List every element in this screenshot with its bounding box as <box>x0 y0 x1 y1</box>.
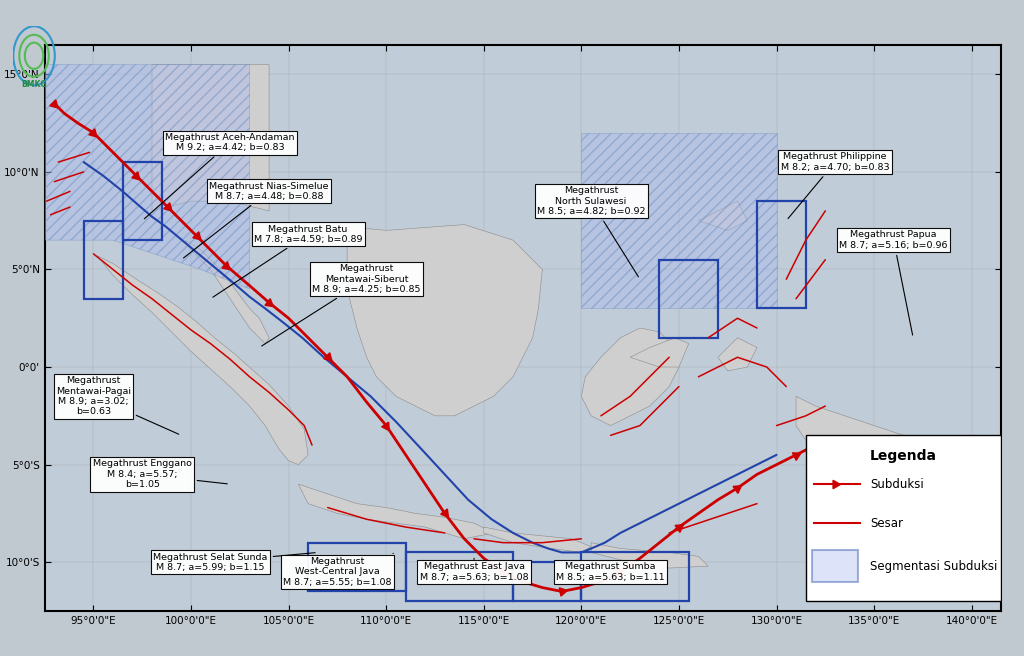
Text: Segmentasi Subduksi: Segmentasi Subduksi <box>870 560 997 573</box>
Text: Megathrust Selat Sunda
M 8.7; a=5.99; b=1.15: Megathrust Selat Sunda M 8.7; a=5.99; b=… <box>154 552 315 572</box>
Polygon shape <box>347 224 543 416</box>
Text: Megathrust
Mentawai-Pagai
M 8.9; a=3.02;
b=0.63: Megathrust Mentawai-Pagai M 8.9; a=3.02;… <box>56 376 179 434</box>
Polygon shape <box>582 133 776 308</box>
FancyBboxPatch shape <box>806 436 1001 602</box>
Polygon shape <box>582 328 679 426</box>
Text: Legenda: Legenda <box>869 449 937 463</box>
Bar <box>812 550 858 582</box>
Text: Megathrust Papua
M 8.7; a=5.16; b=0.96: Megathrust Papua M 8.7; a=5.16; b=0.96 <box>840 230 948 335</box>
Text: Sesar: Sesar <box>870 517 903 529</box>
Text: Megathrust Sumba
M 8.5; a=5.63; b=1.11: Megathrust Sumba M 8.5; a=5.63; b=1.11 <box>556 562 665 582</box>
Polygon shape <box>796 396 991 494</box>
Polygon shape <box>45 64 250 289</box>
Polygon shape <box>630 338 689 367</box>
Text: BMKG: BMKG <box>22 79 47 89</box>
Polygon shape <box>483 527 591 552</box>
Text: Megathrust Nias-Simelue
M 8.7; a=4.48; b=0.88: Megathrust Nias-Simelue M 8.7; a=4.48; b… <box>183 182 329 258</box>
Polygon shape <box>152 64 269 211</box>
Text: Megathrust East Java
M 8.7; a=5.63; b=1.08: Megathrust East Java M 8.7; a=5.63; b=1.… <box>420 558 528 582</box>
Text: Megathrust
North Sulawesi
M 8.5; a=4.82; b=0.92: Megathrust North Sulawesi M 8.5; a=4.82;… <box>537 186 645 277</box>
Polygon shape <box>698 201 748 230</box>
Text: Megathrust Batu
M 7.8; a=4.59; b=0.89: Megathrust Batu M 7.8; a=4.59; b=0.89 <box>213 224 362 297</box>
Text: Megathrust Aceh-Andaman
M 9.2; a=4.42; b=0.83: Megathrust Aceh-Andaman M 9.2; a=4.42; b… <box>144 133 295 219</box>
Polygon shape <box>718 338 757 371</box>
Text: Megathrust Enggano
M 8.4; a=5.57;
b=1.05: Megathrust Enggano M 8.4; a=5.57; b=1.05 <box>93 459 227 489</box>
Polygon shape <box>591 543 709 568</box>
Polygon shape <box>298 484 494 539</box>
Text: Megathrust
Mentawai-Siberut
M 8.9; a=4.25; b=0.85: Megathrust Mentawai-Siberut M 8.9; a=4.2… <box>262 264 421 346</box>
Text: Megathrust
West-Central Java
M 8.7; a=5.55; b=1.08: Megathrust West-Central Java M 8.7; a=5.… <box>284 553 393 587</box>
Polygon shape <box>185 240 269 344</box>
Text: Megathrust Philippine
M 8.2; a=4.70; b=0.83: Megathrust Philippine M 8.2; a=4.70; b=0… <box>780 152 890 218</box>
Polygon shape <box>97 256 308 464</box>
Text: Subduksi: Subduksi <box>870 478 924 491</box>
